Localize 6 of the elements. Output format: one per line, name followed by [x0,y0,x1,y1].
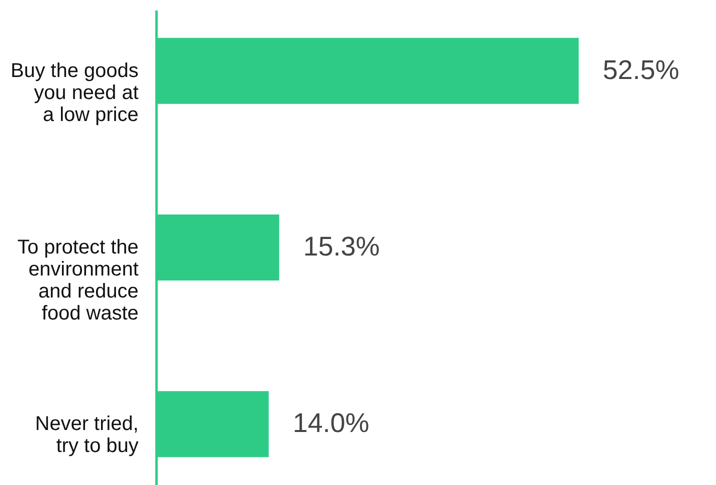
data-label: 14.0% [292,408,370,438]
y-tick-label: To protect the environment and reduce food waste [17,236,139,324]
y-tick-label: Buy the goods you need at a low price [10,60,139,126]
data-label: 52.5% [602,54,680,85]
data-label: 15.3% [303,232,380,262]
y-tick-label: Never tried, try to buy [35,413,138,458]
